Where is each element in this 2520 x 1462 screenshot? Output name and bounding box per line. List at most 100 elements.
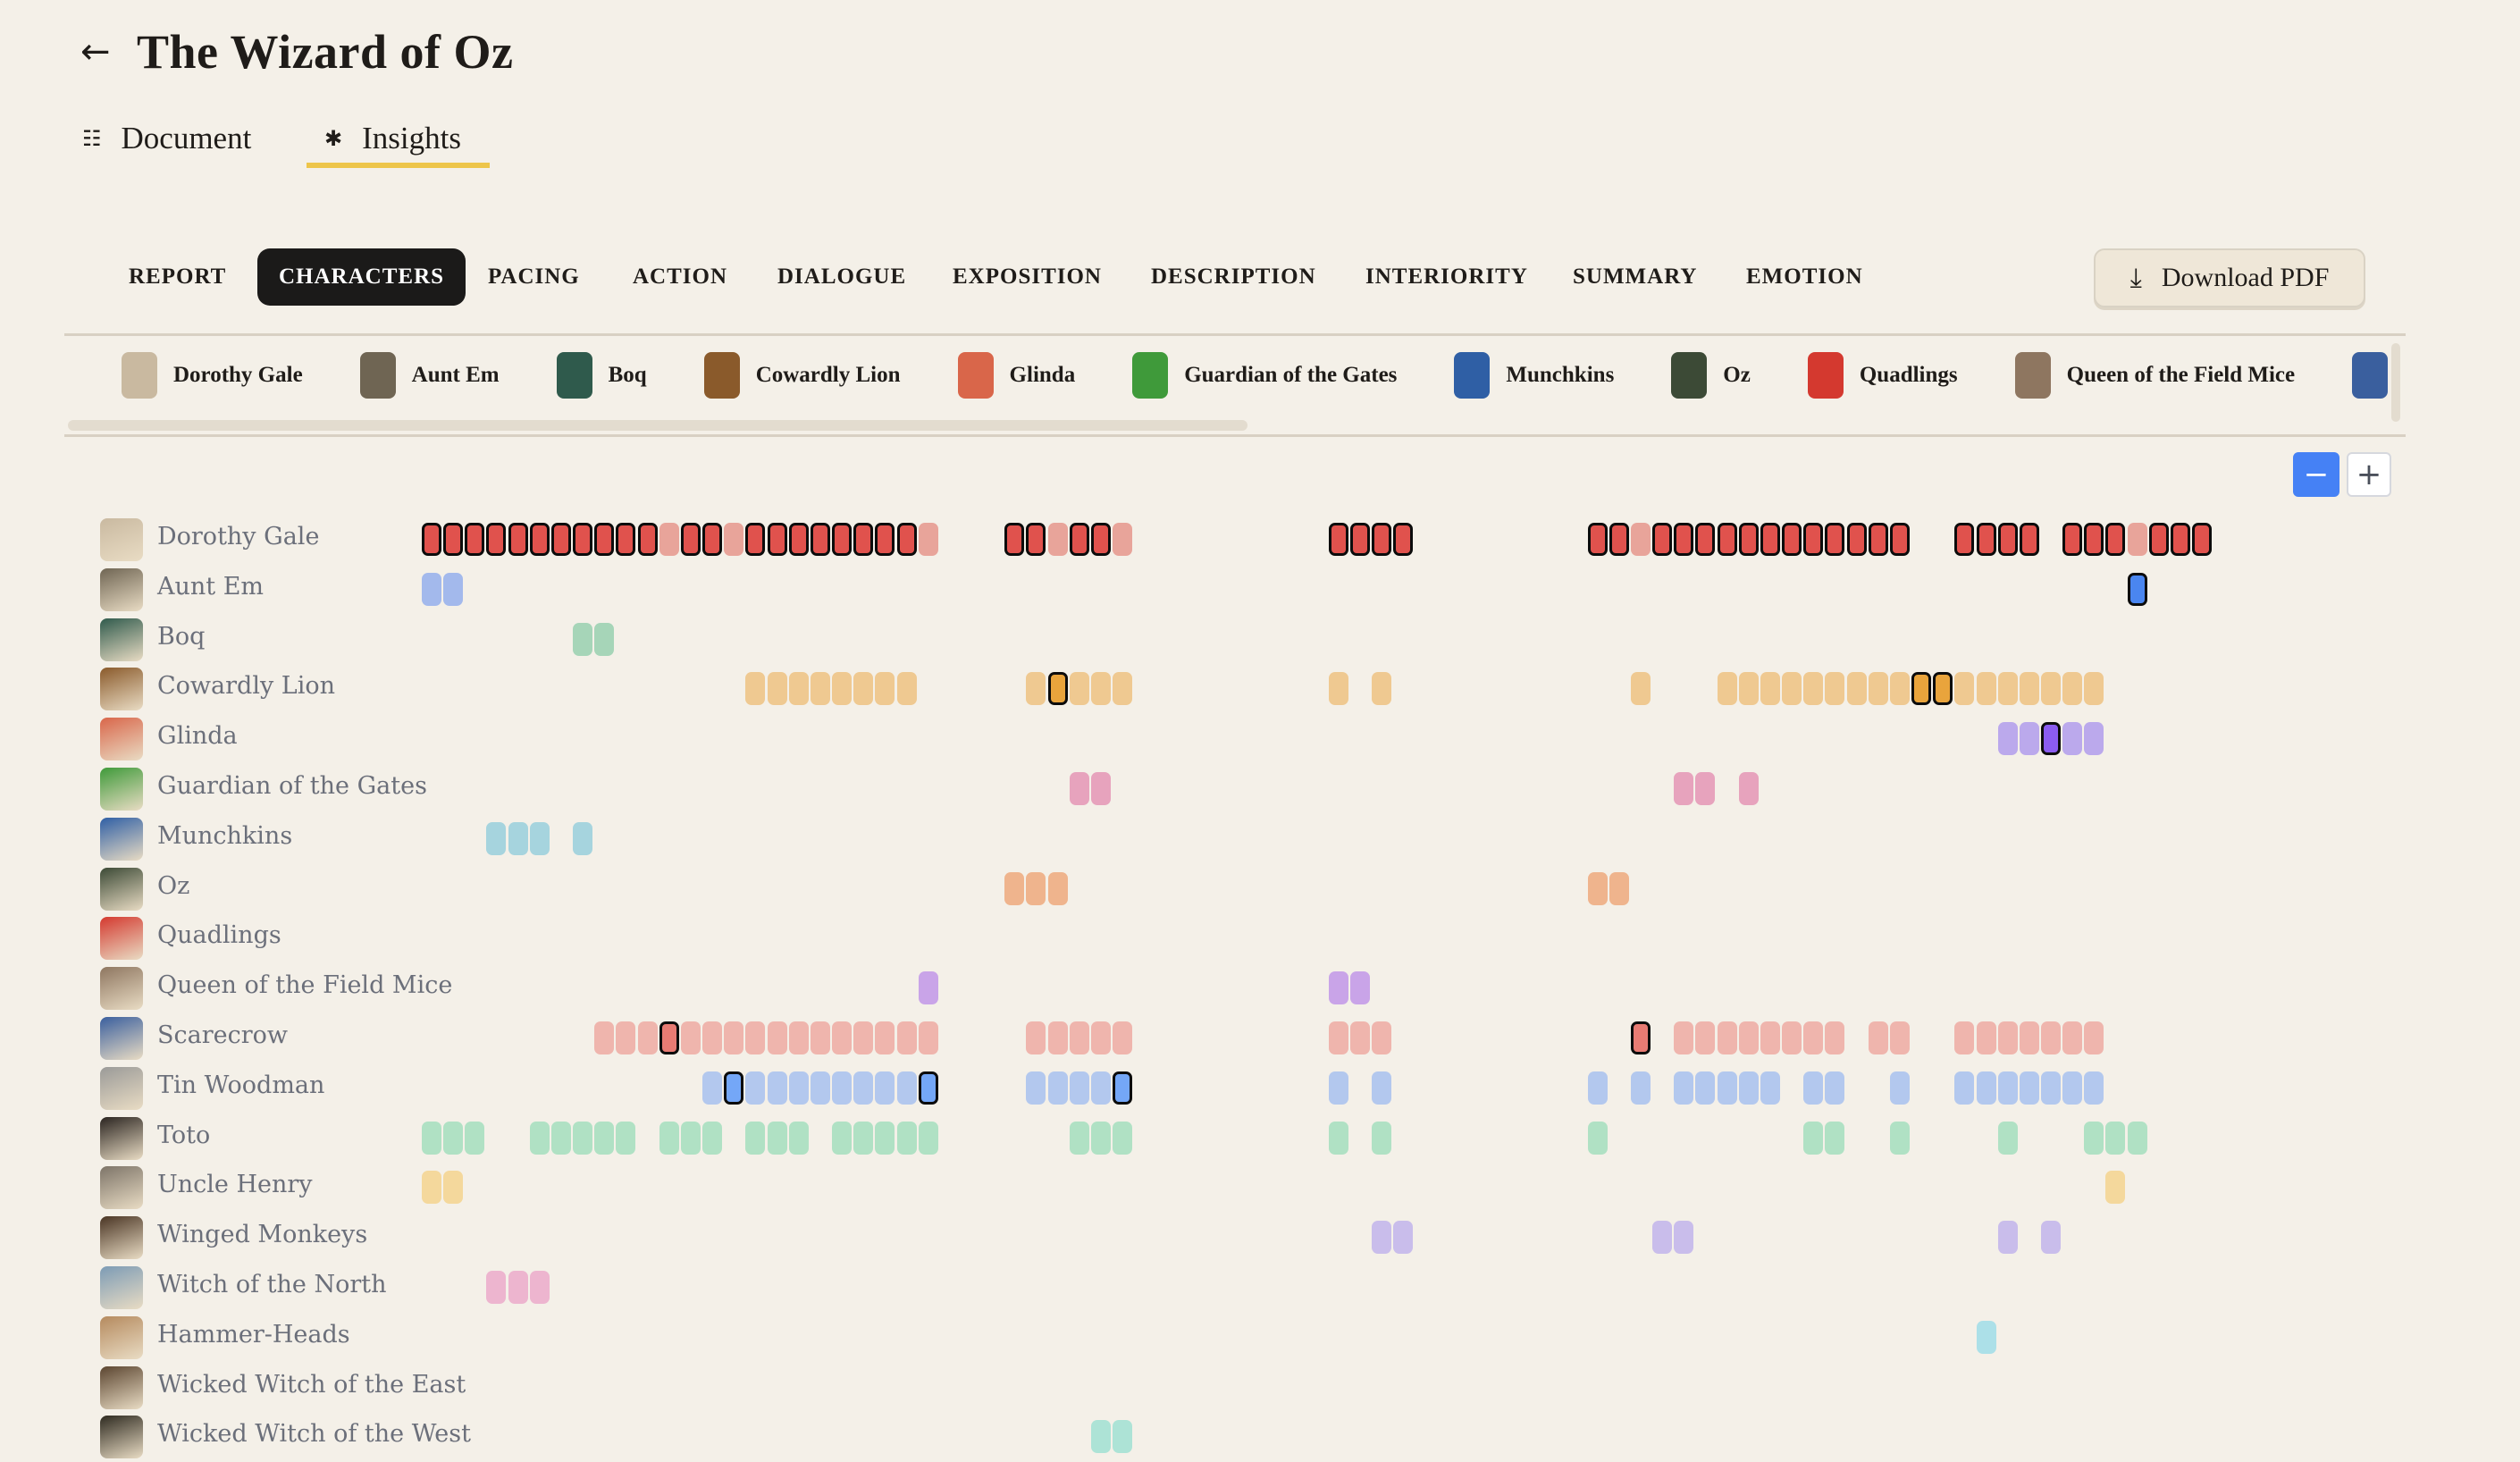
scene-appearance-block[interactable]	[1069, 1021, 1089, 1054]
character-chip[interactable]: Aunt Em	[359, 352, 500, 399]
scene-appearance-block[interactable]	[1911, 672, 1932, 706]
scene-appearance-block[interactable]	[1069, 672, 1089, 706]
scene-appearance-block[interactable]	[1630, 1021, 1651, 1054]
scene-appearance-block[interactable]	[1717, 672, 1737, 706]
download-pdf-button[interactable]: ⤓ Download PDF	[2094, 248, 2365, 307]
scene-appearance-block[interactable]	[896, 1121, 917, 1155]
scene-appearance-block[interactable]	[1328, 672, 1348, 706]
scene-appearance-block[interactable]	[1349, 523, 1370, 556]
scene-appearance-block[interactable]	[443, 1171, 464, 1205]
scene-appearance-block[interactable]	[1090, 1420, 1111, 1454]
scene-appearance-block[interactable]	[1090, 523, 1111, 556]
scene-appearance-block[interactable]	[1113, 1121, 1133, 1155]
scene-appearance-block[interactable]	[508, 523, 528, 556]
category-tab-interiority[interactable]: INTERIORITY	[1365, 265, 1528, 289]
scene-appearance-block[interactable]	[1782, 672, 1802, 706]
scene-appearance-block[interactable]	[1825, 1021, 1845, 1054]
character-chip[interactable]: Cowardly Lion	[703, 352, 901, 399]
scene-appearance-block[interactable]	[1026, 1021, 1046, 1054]
scene-appearance-block[interactable]	[1587, 523, 1608, 556]
scene-appearance-block[interactable]	[1609, 523, 1629, 556]
character-chip[interactable]: Glinda	[957, 352, 1075, 399]
scene-appearance-block[interactable]	[1954, 1021, 1975, 1054]
scene-appearance-block[interactable]	[573, 1121, 593, 1155]
scene-appearance-block[interactable]	[1069, 772, 1089, 805]
scene-appearance-block[interactable]	[1997, 1021, 2018, 1054]
scene-appearance-block[interactable]	[853, 1021, 874, 1054]
scene-appearance-block[interactable]	[1954, 672, 1975, 706]
zoom-in-button[interactable]: +	[2347, 452, 2391, 497]
category-tab-description[interactable]: DESCRIPTION	[1151, 265, 1316, 289]
scene-appearance-block[interactable]	[529, 1271, 550, 1304]
scene-appearance-block[interactable]	[2084, 1121, 2104, 1155]
scene-appearance-block[interactable]	[2192, 523, 2213, 556]
scene-appearance-block[interactable]	[550, 1121, 571, 1155]
scene-appearance-block[interactable]	[594, 523, 615, 556]
scene-appearance-block[interactable]	[788, 672, 809, 706]
scene-appearance-block[interactable]	[616, 1021, 636, 1054]
scene-appearance-block[interactable]	[1674, 1071, 1694, 1105]
scene-appearance-block[interactable]	[573, 821, 593, 855]
scene-appearance-block[interactable]	[422, 1121, 441, 1155]
character-chip[interactable]: Oz	[1671, 352, 1751, 399]
scene-appearance-block[interactable]	[1113, 1420, 1133, 1454]
scene-appearance-block[interactable]	[486, 1271, 507, 1304]
scene-appearance-block[interactable]	[788, 1071, 809, 1105]
scene-appearance-block[interactable]	[1738, 1021, 1759, 1054]
scene-appearance-block[interactable]	[1976, 1320, 1996, 1354]
scene-appearance-block[interactable]	[1328, 523, 1348, 556]
scene-appearance-block[interactable]	[616, 1121, 636, 1155]
scene-appearance-block[interactable]	[1738, 523, 1759, 556]
scene-appearance-block[interactable]	[2148, 523, 2169, 556]
scene-appearance-block[interactable]	[680, 523, 701, 556]
scene-appearance-block[interactable]	[1026, 523, 1046, 556]
scene-appearance-block[interactable]	[1846, 672, 1867, 706]
scene-appearance-block[interactable]	[2127, 523, 2147, 556]
scene-appearance-block[interactable]	[1587, 871, 1608, 905]
scene-appearance-block[interactable]	[1695, 1071, 1716, 1105]
scene-appearance-block[interactable]	[1026, 672, 1046, 706]
scene-appearance-block[interactable]	[443, 1121, 464, 1155]
scene-appearance-block[interactable]	[1004, 871, 1025, 905]
scene-appearance-block[interactable]	[1069, 523, 1089, 556]
character-name[interactable]: Queen of the Field Mice	[157, 971, 453, 1000]
character-name[interactable]: Uncle Henry	[157, 1171, 313, 1199]
scene-appearance-block[interactable]	[1803, 1021, 1824, 1054]
scene-appearance-block[interactable]	[1047, 1021, 1068, 1054]
tab-document[interactable]: ☷ Document	[82, 116, 251, 161]
scene-appearance-block[interactable]	[2019, 672, 2039, 706]
scene-appearance-block[interactable]	[2084, 523, 2104, 556]
scene-appearance-block[interactable]	[724, 523, 744, 556]
scene-appearance-block[interactable]	[1047, 523, 1068, 556]
scene-appearance-block[interactable]	[1630, 672, 1651, 706]
scene-appearance-block[interactable]	[1026, 871, 1046, 905]
scene-appearance-block[interactable]	[1630, 1071, 1651, 1105]
character-chip[interactable]: Guardian of the Gates	[1132, 352, 1397, 399]
scene-appearance-block[interactable]	[875, 1121, 895, 1155]
scene-appearance-block[interactable]	[508, 821, 528, 855]
scene-appearance-block[interactable]	[788, 1021, 809, 1054]
scene-appearance-block[interactable]	[2041, 722, 2061, 756]
category-tab-summary[interactable]: SUMMARY	[1573, 265, 1698, 289]
scene-appearance-block[interactable]	[1825, 1121, 1845, 1155]
scene-appearance-block[interactable]	[637, 523, 658, 556]
scene-appearance-block[interactable]	[1889, 1121, 1910, 1155]
scene-appearance-block[interactable]	[1782, 1021, 1802, 1054]
scene-appearance-block[interactable]	[1976, 1071, 1996, 1105]
scene-appearance-block[interactable]	[1372, 1221, 1392, 1255]
scene-appearance-block[interactable]	[573, 622, 593, 656]
scene-appearance-block[interactable]	[832, 1021, 853, 1054]
category-tab-pacing[interactable]: PACING	[488, 265, 580, 289]
character-name[interactable]: Oz	[157, 871, 190, 900]
scene-appearance-block[interactable]	[1090, 1021, 1111, 1054]
scene-appearance-block[interactable]	[1349, 971, 1370, 1005]
scene-appearance-block[interactable]	[724, 1021, 744, 1054]
character-name[interactable]: Wicked Witch of the East	[157, 1370, 466, 1399]
scene-appearance-block[interactable]	[1868, 1021, 1888, 1054]
scene-appearance-block[interactable]	[1954, 1071, 1975, 1105]
scene-appearance-block[interactable]	[767, 1121, 787, 1155]
scene-appearance-block[interactable]	[529, 821, 550, 855]
scene-appearance-block[interactable]	[745, 1071, 766, 1105]
scene-appearance-block[interactable]	[680, 1021, 701, 1054]
scene-appearance-block[interactable]	[1587, 1071, 1608, 1105]
